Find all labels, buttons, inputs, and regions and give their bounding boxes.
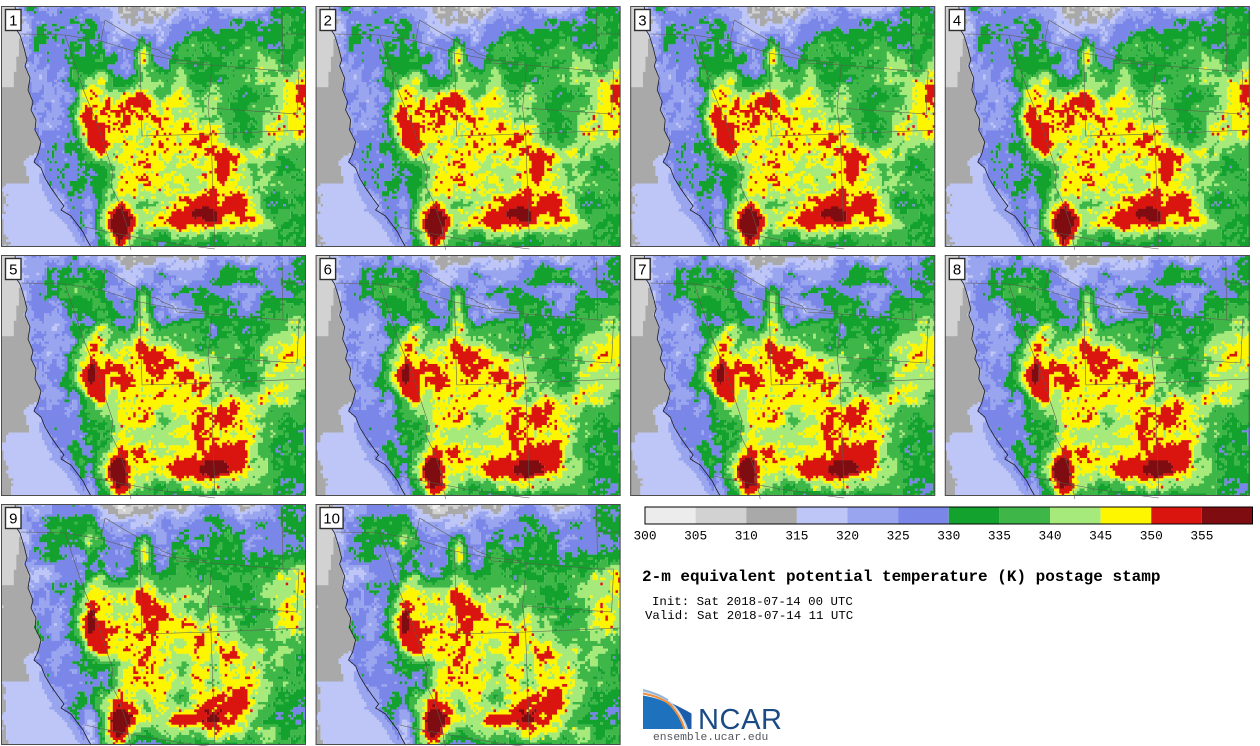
svg-text:340: 340: [1038, 529, 1061, 544]
svg-text:8: 8: [953, 262, 961, 279]
svg-text:NCAR: NCAR: [698, 704, 783, 736]
svg-text:Init: Sat 2018-07-14 00 UTC: Init: Sat 2018-07-14 00 UTC: [652, 595, 853, 609]
svg-text:5: 5: [9, 262, 17, 279]
svg-text:3: 3: [638, 13, 646, 30]
svg-text:335: 335: [988, 529, 1011, 544]
svg-text:330: 330: [937, 529, 960, 544]
svg-text:Valid: Sat 2018-07-14 11 UTC: Valid: Sat 2018-07-14 11 UTC: [645, 609, 853, 623]
svg-text:325: 325: [887, 529, 910, 544]
svg-text:6: 6: [324, 262, 332, 279]
svg-text:310: 310: [735, 529, 758, 544]
svg-text:1: 1: [9, 13, 17, 30]
svg-text:2-m equivalent potential tempe: 2-m equivalent potential temperature (K)…: [642, 568, 1160, 586]
svg-text:ensemble.ucar.edu: ensemble.ucar.edu: [653, 732, 768, 744]
svg-text:4: 4: [953, 13, 961, 30]
svg-text:345: 345: [1089, 529, 1112, 544]
svg-text:9: 9: [9, 511, 17, 528]
svg-text:2: 2: [324, 13, 332, 30]
svg-text:355: 355: [1190, 529, 1213, 544]
svg-text:350: 350: [1140, 529, 1163, 544]
svg-text:10: 10: [323, 511, 340, 528]
svg-text:305: 305: [684, 529, 707, 544]
svg-text:315: 315: [785, 529, 808, 544]
svg-text:320: 320: [836, 529, 859, 544]
svg-text:300: 300: [633, 529, 656, 544]
svg-text:7: 7: [638, 262, 646, 279]
